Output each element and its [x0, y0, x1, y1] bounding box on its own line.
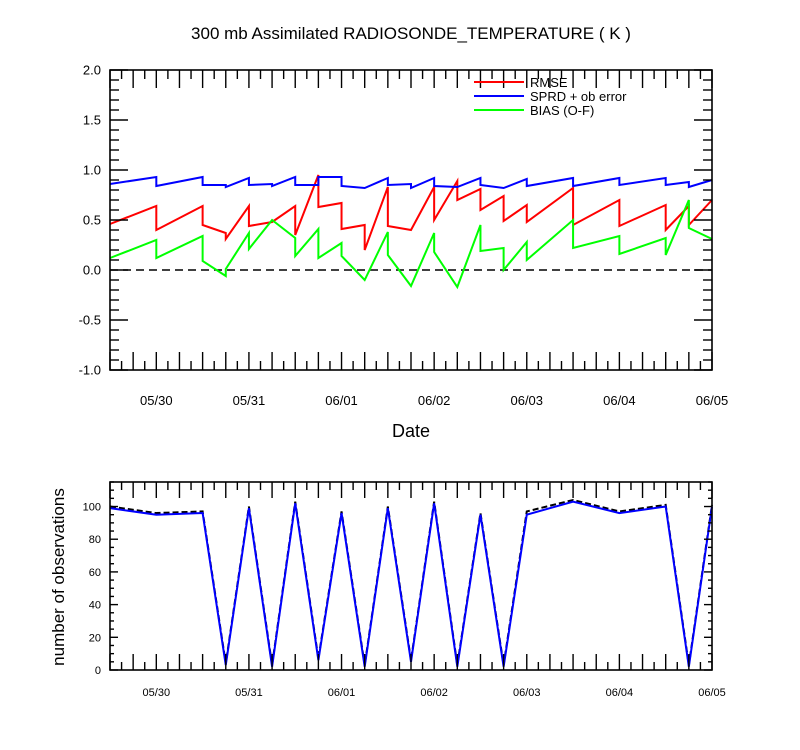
chart-title: 300 mb Assimilated RADIOSONDE_TEMPERATUR…: [191, 24, 631, 43]
y-tick-label: 40: [89, 600, 101, 612]
y-axis-label: number of observations: [49, 488, 68, 666]
series-line-bias-o-f: [109, 199, 713, 290]
x-tick-label: 06/02: [420, 687, 448, 699]
y-tick-label: 80: [89, 534, 101, 546]
y-tick-label: -1.0: [79, 363, 101, 378]
y-tick-label: 20: [89, 632, 101, 644]
series-line-possible: [109, 498, 713, 666]
x-tick-label: 06/04: [603, 393, 636, 408]
x-tick-label: 06/04: [606, 687, 634, 699]
y-tick-label: 0.0: [83, 263, 101, 278]
y-tick-label: 1.5: [83, 113, 101, 128]
x-tick-label: 05/30: [143, 687, 171, 699]
x-tick-label: 06/02: [418, 393, 451, 408]
bottom-chart-panel: number of observations 05/30 05/31 06/01 06…: [49, 481, 726, 699]
series-line-sprd-ob-error: [109, 175, 713, 190]
series-line-rmse: [109, 174, 713, 251]
x-tick-label: 06/03: [510, 393, 543, 408]
x-axis-label: Date: [392, 421, 430, 441]
y-tick-label: 2.0: [83, 63, 101, 78]
plot-frame: [109, 69, 713, 371]
y-tick-label: 60: [89, 567, 101, 579]
x-tick-label: 05/30: [140, 393, 173, 408]
legend-label-rmse: RMSE: [530, 75, 568, 90]
x-tick-label: 06/01: [325, 393, 358, 408]
top-plot-area: 05/30 05/31 06/01 06/02 06/03 06/04 06/05 -1.0 -…: [79, 63, 729, 408]
top-chart-panel: 300 mb Assimilated RADIOSONDE_TEMPERATUR…: [79, 24, 729, 441]
series-line-used: [109, 500, 713, 667]
x-tick-label: 06/05: [698, 687, 726, 699]
y-tick-label: 1.0: [83, 163, 101, 178]
legend-label-sprd-ob-error: SPRD + ob error: [530, 89, 627, 104]
y-tick-label: 0: [95, 665, 101, 677]
x-tick-label: 06/05: [696, 393, 729, 408]
bottom-plot-area: 05/30 05/31 06/01 06/02 06/03 06/04 06/05 0 20 40…: [83, 481, 726, 699]
x-tick-label: 05/31: [233, 393, 266, 408]
y-tick-label: 100: [83, 501, 101, 513]
x-tick-label: 06/03: [513, 687, 541, 699]
legend-label-bias-o-f: BIAS (O-F): [530, 103, 594, 118]
y-tick-label: 0.5: [83, 213, 101, 228]
x-tick-label: 06/01: [328, 687, 356, 699]
x-tick-label: 05/31: [235, 687, 263, 699]
y-tick-label: -0.5: [79, 313, 101, 328]
